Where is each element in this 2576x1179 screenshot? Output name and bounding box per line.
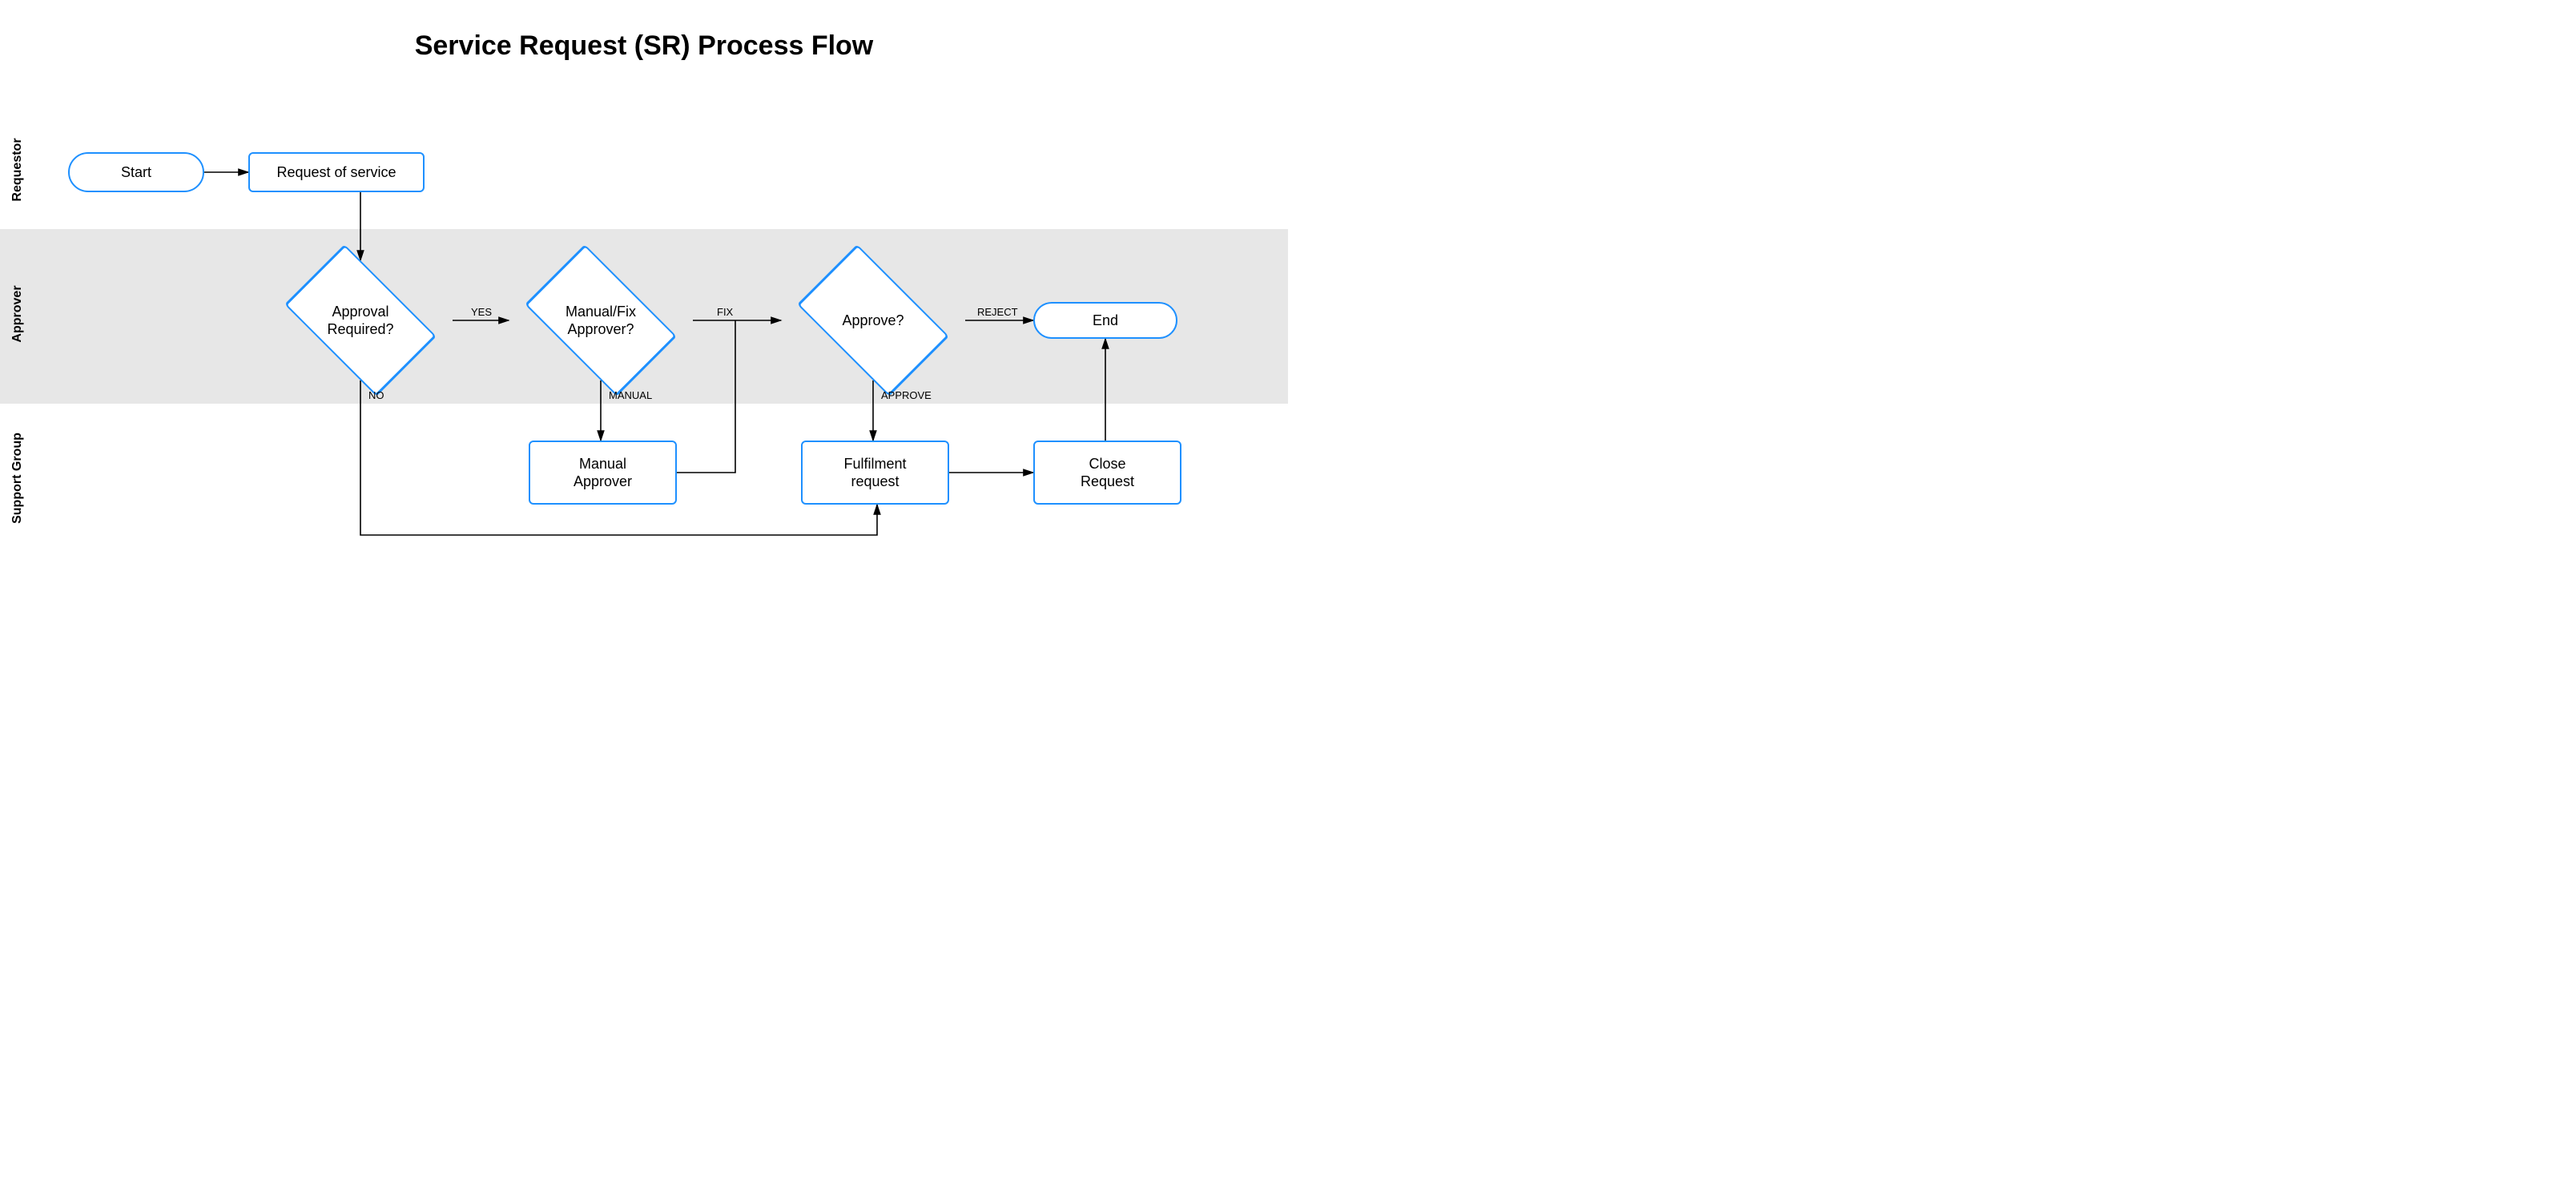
- lane-label-approver: Approver: [10, 266, 25, 362]
- end-terminator: End: [1033, 302, 1177, 339]
- diamond-shape: [284, 244, 437, 396]
- request-of-service-process: Request of service: [248, 152, 425, 192]
- edge-label-approve: APPROVE: [881, 389, 932, 401]
- edge-label-reject: REJECT: [977, 306, 1018, 318]
- manual-approver-process: ManualApprover: [529, 441, 677, 505]
- fulfilment-request-process: Fulfilmentrequest: [801, 441, 949, 505]
- flowchart-canvas: Service Request (SR) Process Flow Reques…: [0, 0, 1288, 590]
- node-label: End: [1093, 312, 1118, 330]
- edge-label-manual: MANUAL: [609, 389, 652, 401]
- node-label: Request of service: [276, 163, 396, 182]
- manual-fix-approver-decision: Manual/FixApprover?: [509, 260, 693, 380]
- node-label: ManualApprover: [574, 455, 632, 491]
- edge-label-yes: YES: [471, 306, 492, 318]
- approval-required-decision: ApprovalRequired?: [268, 260, 453, 380]
- start-terminator: Start: [68, 152, 204, 192]
- node-label: Fulfilmentrequest: [843, 455, 906, 491]
- node-label: Start: [121, 163, 151, 182]
- approve-decision: Approve?: [781, 260, 965, 380]
- node-label: CloseRequest: [1081, 455, 1134, 491]
- diamond-shape: [525, 244, 677, 396]
- lane-label-requestor: Requestor: [10, 122, 25, 218]
- close-request-process: CloseRequest: [1033, 441, 1181, 505]
- chart-title: Service Request (SR) Process Flow: [0, 30, 1288, 62]
- edge-label-no: NO: [368, 389, 384, 401]
- diamond-shape: [797, 244, 949, 396]
- lane-label-support: Support Group: [10, 430, 25, 526]
- edge-label-fix: FIX: [717, 306, 733, 318]
